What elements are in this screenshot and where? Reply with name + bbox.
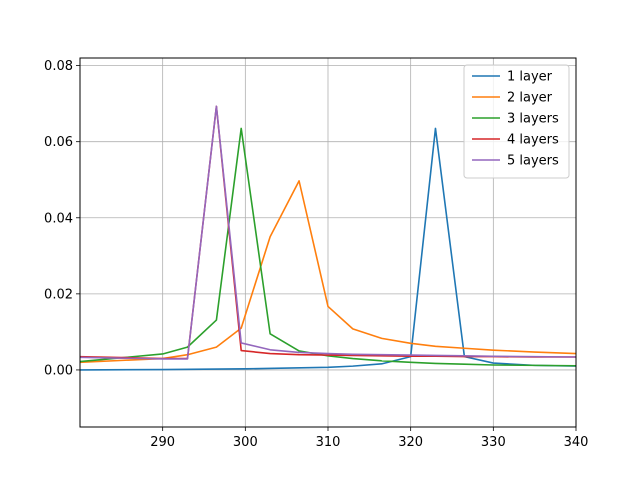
x-tick-label: 330 [481,435,506,450]
series-line-3 [79,127,577,367]
x-tick-label: 310 [316,435,341,450]
legend-label: 1 layer [507,70,553,85]
x-tick-label: 300 [233,435,258,450]
x-tick-label: 320 [398,435,423,450]
y-tick-label: 0.00 [44,363,73,378]
legend-label: 3 layers [507,112,559,127]
legend-label: 2 layer [507,91,553,106]
y-tick-label: 0.02 [44,287,73,302]
legend-label: 5 layers [507,154,559,169]
series-line-2 [79,180,577,364]
series-line-5 [79,105,577,360]
legend-box [463,64,570,179]
y-tick-label: 0.04 [44,211,73,226]
y-tick-label: 0.08 [44,59,73,74]
y-axis: 0.00 0.02 0.04 0.06 0.08 [44,59,80,378]
series-line-1 [79,127,577,371]
legend: 1 layer 2 layer 3 layers 4 layers 5 layers [463,64,570,179]
series-layer [79,105,577,371]
y-tick-label: 0.06 [44,135,73,150]
x-tick-label: 290 [150,435,175,450]
x-tick-label: 340 [564,435,589,450]
x-axis: 290 300 310 320 330 340 [150,427,588,450]
legend-label: 4 layers [507,133,559,148]
